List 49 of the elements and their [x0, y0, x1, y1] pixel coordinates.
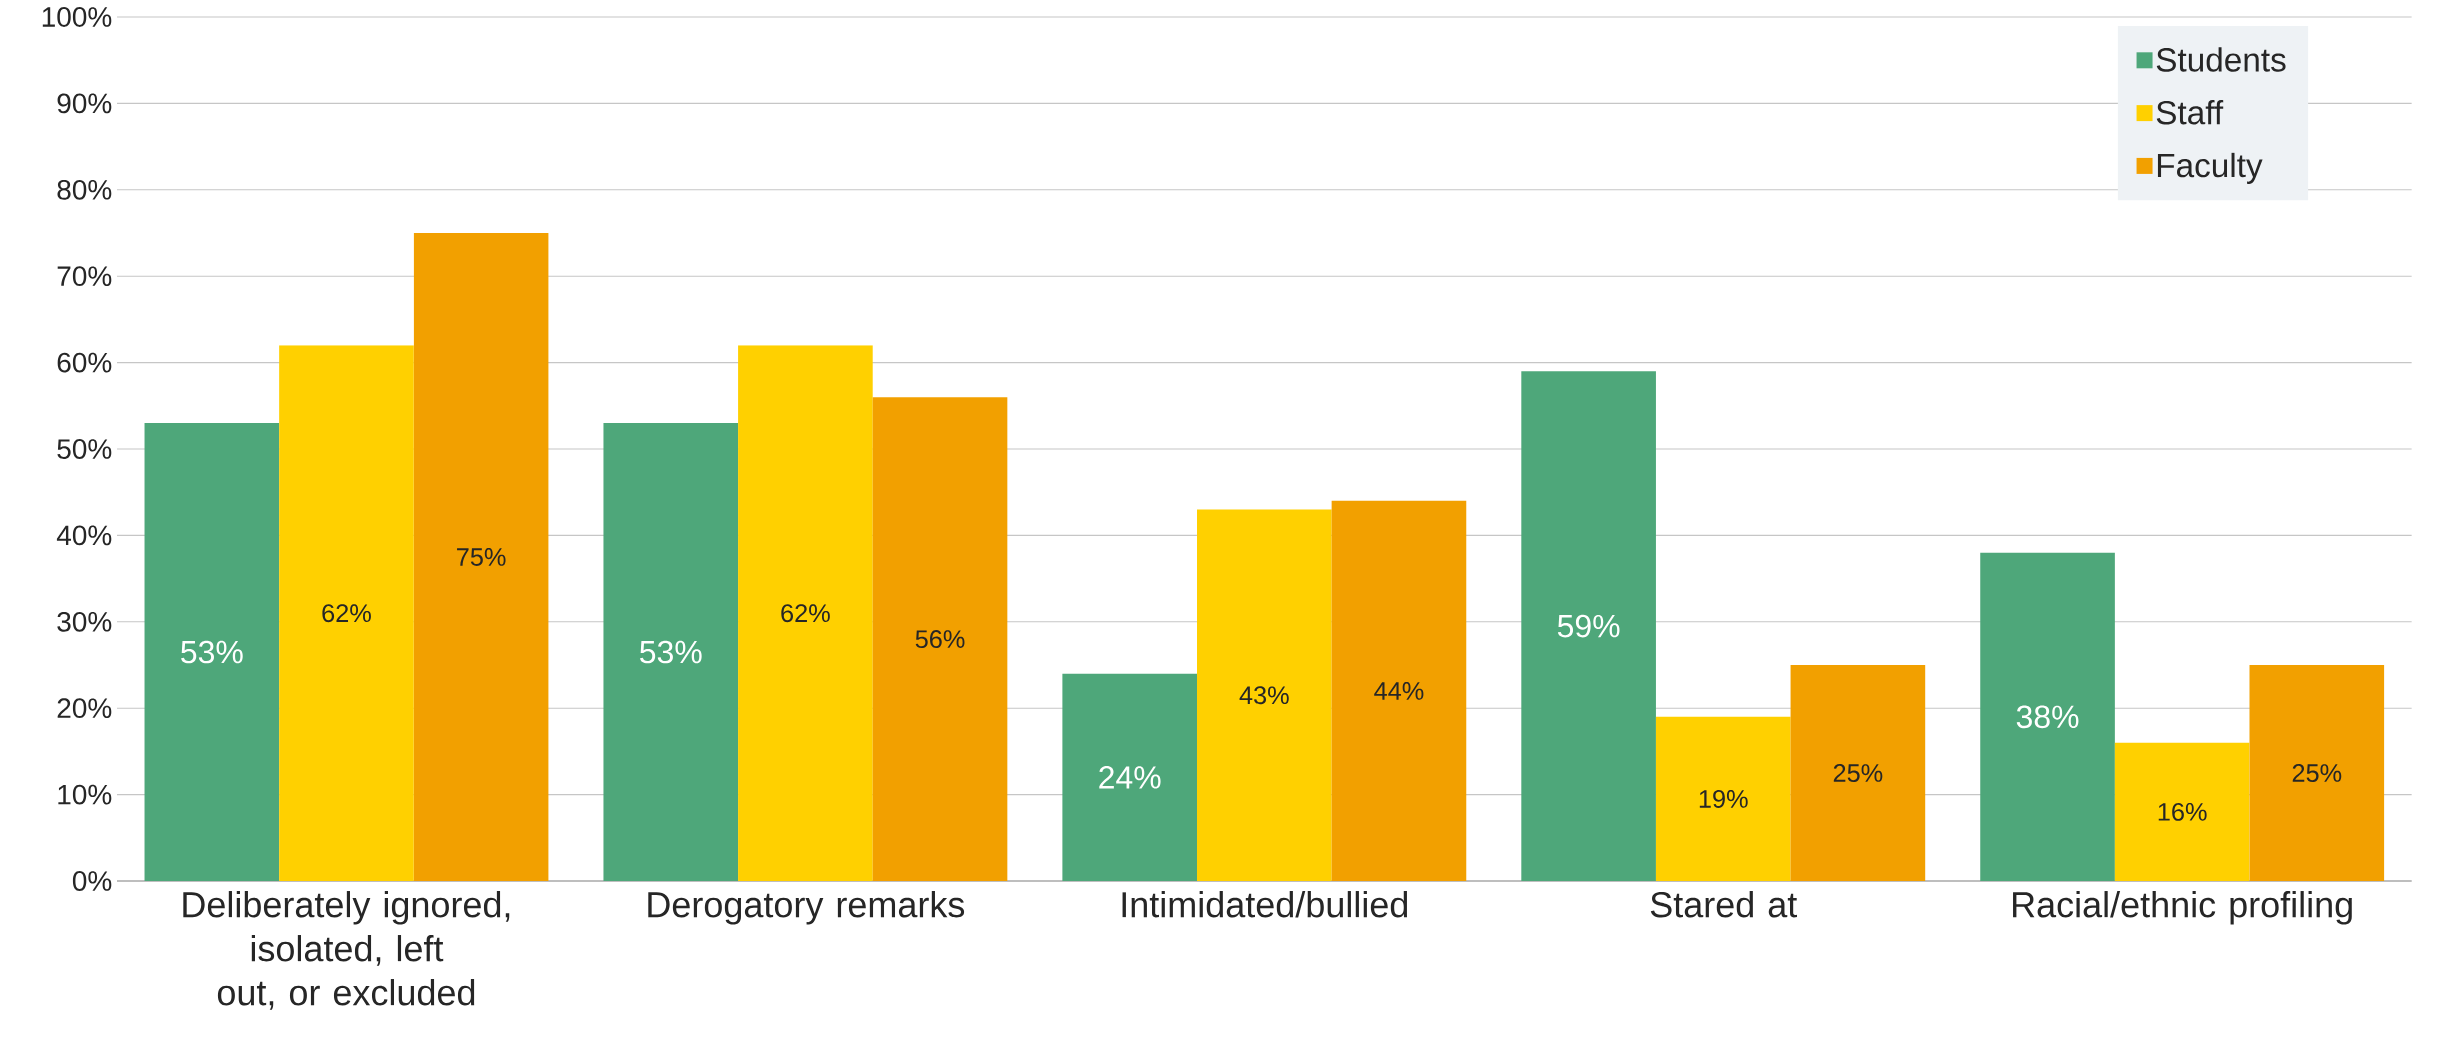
bar: [603, 423, 739, 881]
data-label: 43%: [1239, 686, 1289, 705]
data-label: 75%: [457, 548, 506, 566]
data-label: 19%: [1699, 789, 1748, 808]
bar: [1331, 500, 1467, 881]
bar: [144, 423, 280, 881]
bar: [1062, 673, 1198, 881]
y-tick-label: 100%: [42, 7, 112, 27]
data-label: 44%: [1374, 682, 1424, 700]
y-tick-label: 20%: [57, 698, 112, 719]
bar: [738, 345, 873, 881]
data-label: 53%: [181, 640, 243, 664]
y-tick-label: 70%: [57, 266, 112, 287]
x-tick-label: Intimidated/bullied: [1122, 891, 1408, 918]
bar: [1655, 716, 1791, 881]
legend-label: Students: [2156, 47, 2286, 72]
bar: [1790, 665, 1926, 881]
y-tick-label: 90%: [57, 93, 112, 114]
data-label: 62%: [322, 604, 371, 623]
data-label: 16%: [2158, 802, 2207, 821]
x-tick-label: Stared at: [1650, 891, 1798, 918]
legend-label: Faculty: [2157, 152, 2263, 184]
y-tick-label: 30%: [57, 611, 112, 632]
data-label: 56%: [915, 630, 965, 649]
data-label: 59%: [1557, 614, 1620, 638]
bar: [1980, 552, 2115, 881]
data-label: 25%: [2292, 764, 2342, 782]
bar: [413, 232, 549, 881]
y-tick-label: 0%: [72, 871, 112, 891]
y-tick-label: 60%: [57, 352, 112, 373]
x-tick-label: Derogatory remarks: [648, 891, 965, 925]
x-tick-label: Deliberately ignored, isolated, left out, or excluded: [183, 891, 510, 1010]
bar: [2249, 665, 2385, 881]
y-tick-label: 40%: [56, 525, 112, 546]
data-label: 24%: [1099, 766, 1161, 789]
y-tick-label: 10%: [58, 784, 112, 805]
y-tick-label: 50%: [57, 439, 112, 459]
bar: [279, 345, 414, 881]
x-tick-label: Racial/ethnic profiling: [2013, 891, 2352, 925]
legend-label: Staff: [2156, 100, 2224, 125]
y-tick-label: 80%: [57, 179, 112, 200]
data-label: 25%: [1833, 764, 1883, 782]
bar: [2114, 742, 2250, 881]
bar: [1521, 371, 1656, 881]
data-label: 62%: [781, 604, 830, 623]
bar: [1197, 509, 1332, 881]
data-label: 38%: [2016, 705, 2079, 729]
data-label: 53%: [640, 640, 702, 664]
bar: [872, 397, 1008, 881]
